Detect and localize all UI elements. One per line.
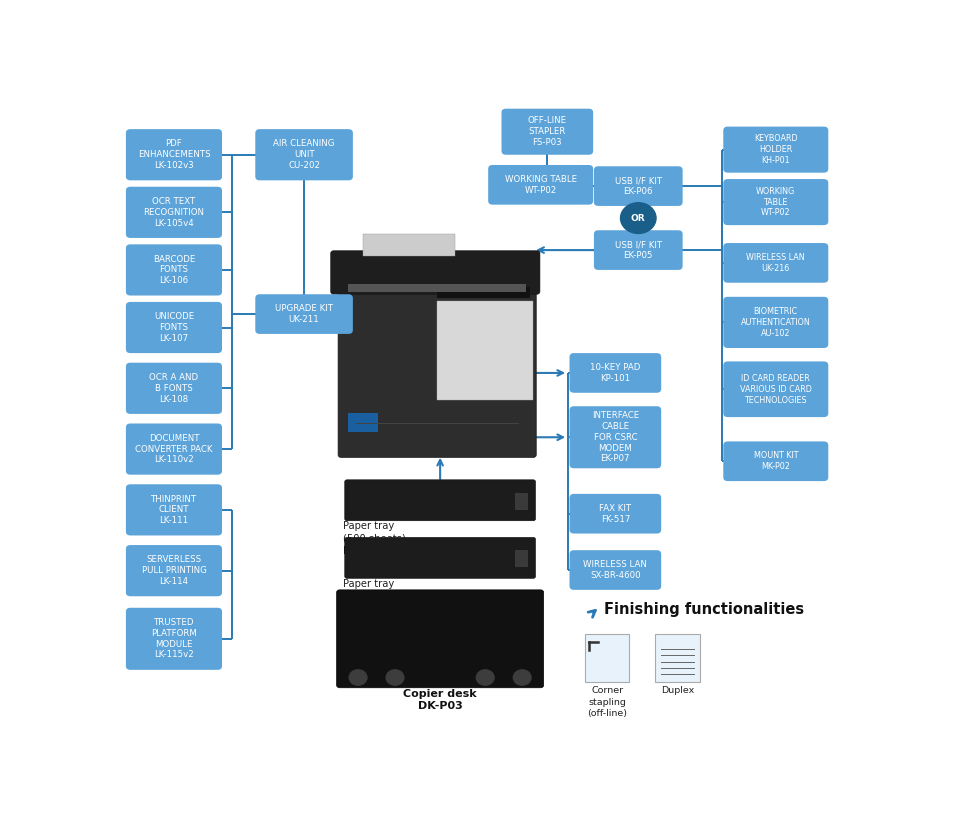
Text: FAX KIT
FK-517: FAX KIT FK-517 — [598, 504, 631, 524]
FancyBboxPatch shape — [722, 126, 827, 173]
FancyBboxPatch shape — [255, 294, 353, 334]
FancyBboxPatch shape — [126, 244, 222, 296]
FancyBboxPatch shape — [344, 538, 535, 578]
Text: Duplex: Duplex — [660, 686, 694, 696]
FancyBboxPatch shape — [126, 484, 222, 535]
Text: SERVERLESS
PULL PRINTING
LK-114: SERVERLESS PULL PRINTING LK-114 — [141, 555, 206, 586]
FancyBboxPatch shape — [344, 479, 535, 521]
Text: TRUSTED
PLATFORM
MODULE
LK-115v2: TRUSTED PLATFORM MODULE LK-115v2 — [151, 618, 196, 660]
Circle shape — [349, 670, 367, 686]
Text: Paper tray
(500 sheets)
PF-P13: Paper tray (500 sheets) PF-P13 — [343, 521, 406, 556]
FancyBboxPatch shape — [584, 634, 629, 682]
Text: PDF
ENHANCEMENTS
LK-102v3: PDF ENHANCEMENTS LK-102v3 — [137, 140, 210, 170]
FancyBboxPatch shape — [722, 243, 827, 283]
FancyBboxPatch shape — [488, 165, 593, 204]
FancyBboxPatch shape — [126, 362, 222, 414]
FancyBboxPatch shape — [126, 302, 222, 353]
Text: BARCODE
FONTS
LK-106: BARCODE FONTS LK-106 — [152, 254, 195, 285]
FancyBboxPatch shape — [331, 251, 539, 294]
Text: DOCUMENT
CONVERTER PACK
LK-110v2: DOCUMENT CONVERTER PACK LK-110v2 — [135, 434, 213, 465]
FancyBboxPatch shape — [348, 413, 377, 432]
FancyBboxPatch shape — [569, 353, 660, 393]
FancyBboxPatch shape — [255, 129, 353, 180]
Text: MOUNT KIT
MK-P02: MOUNT KIT MK-P02 — [753, 451, 798, 471]
Text: UPGRADE KIT
UK-211: UPGRADE KIT UK-211 — [274, 304, 333, 324]
FancyBboxPatch shape — [337, 283, 536, 457]
Text: INTERFACE
CABLE
FOR CSRC
MODEM
EK-P07: INTERFACE CABLE FOR CSRC MODEM EK-P07 — [591, 411, 639, 463]
FancyBboxPatch shape — [126, 545, 222, 597]
FancyBboxPatch shape — [594, 230, 682, 270]
Text: WIRELESS LAN
UK-216: WIRELESS LAN UK-216 — [745, 253, 804, 273]
FancyBboxPatch shape — [655, 634, 699, 682]
FancyBboxPatch shape — [363, 234, 455, 257]
Text: BIOMETRIC
AUTHENTICATION
AU-102: BIOMETRIC AUTHENTICATION AU-102 — [740, 307, 810, 337]
Text: Corner
stapling
(off-line): Corner stapling (off-line) — [587, 686, 626, 718]
Text: 10-KEY PAD
KP-101: 10-KEY PAD KP-101 — [590, 363, 639, 383]
FancyBboxPatch shape — [722, 361, 827, 417]
Circle shape — [386, 670, 403, 686]
FancyBboxPatch shape — [569, 406, 660, 469]
FancyBboxPatch shape — [126, 607, 222, 670]
FancyBboxPatch shape — [722, 441, 827, 481]
Text: Copier desk
DK-P03: Copier desk DK-P03 — [403, 689, 476, 711]
FancyBboxPatch shape — [515, 493, 528, 509]
FancyBboxPatch shape — [722, 179, 827, 225]
FancyBboxPatch shape — [436, 302, 533, 401]
FancyBboxPatch shape — [722, 297, 827, 348]
FancyBboxPatch shape — [126, 424, 222, 475]
Text: WORKING TABLE
WT-P02: WORKING TABLE WT-P02 — [504, 175, 577, 194]
Text: Finishing functionalities: Finishing functionalities — [603, 602, 803, 617]
FancyBboxPatch shape — [348, 284, 525, 292]
Text: AIR CLEANING
UNIT
CU-202: AIR CLEANING UNIT CU-202 — [274, 140, 335, 170]
Text: USB I/F KIT
EK-P05: USB I/F KIT EK-P05 — [614, 240, 661, 260]
FancyBboxPatch shape — [594, 166, 682, 206]
FancyBboxPatch shape — [126, 129, 222, 180]
Text: USB I/F KIT
EK-P06: USB I/F KIT EK-P06 — [614, 176, 661, 196]
Text: UNICODE
FONTS
LK-107: UNICODE FONTS LK-107 — [153, 312, 193, 342]
Text: OCR TEXT
RECOGNITION
LK-105v4: OCR TEXT RECOGNITION LK-105v4 — [143, 197, 204, 228]
FancyBboxPatch shape — [126, 187, 222, 238]
Text: OFF-LINE
STAPLER
FS-P03: OFF-LINE STAPLER FS-P03 — [527, 116, 566, 147]
Circle shape — [476, 670, 494, 686]
FancyBboxPatch shape — [436, 287, 529, 298]
Text: WIRELESS LAN
SX-BR-4600: WIRELESS LAN SX-BR-4600 — [583, 560, 647, 580]
FancyBboxPatch shape — [569, 550, 660, 590]
Text: Paper tray
(500 sheets)
PF-P13: Paper tray (500 sheets) PF-P13 — [343, 579, 406, 614]
Circle shape — [513, 670, 531, 686]
Text: KEYBOARD
HOLDER
KH-P01: KEYBOARD HOLDER KH-P01 — [753, 135, 797, 165]
FancyBboxPatch shape — [336, 590, 543, 688]
Text: OCR A AND
B FONTS
LK-108: OCR A AND B FONTS LK-108 — [150, 373, 198, 404]
FancyBboxPatch shape — [515, 550, 528, 567]
Text: THINPRINT
CLIENT
LK-111: THINPRINT CLIENT LK-111 — [151, 494, 197, 525]
FancyBboxPatch shape — [501, 109, 593, 155]
Text: OR: OR — [630, 214, 645, 223]
Text: WORKING
TABLE
WT-P02: WORKING TABLE WT-P02 — [756, 187, 795, 218]
Text: ID CARD READER
VARIOUS ID CARD
TECHNOLOGIES: ID CARD READER VARIOUS ID CARD TECHNOLOG… — [740, 374, 811, 405]
FancyBboxPatch shape — [569, 494, 660, 534]
Circle shape — [619, 203, 656, 234]
